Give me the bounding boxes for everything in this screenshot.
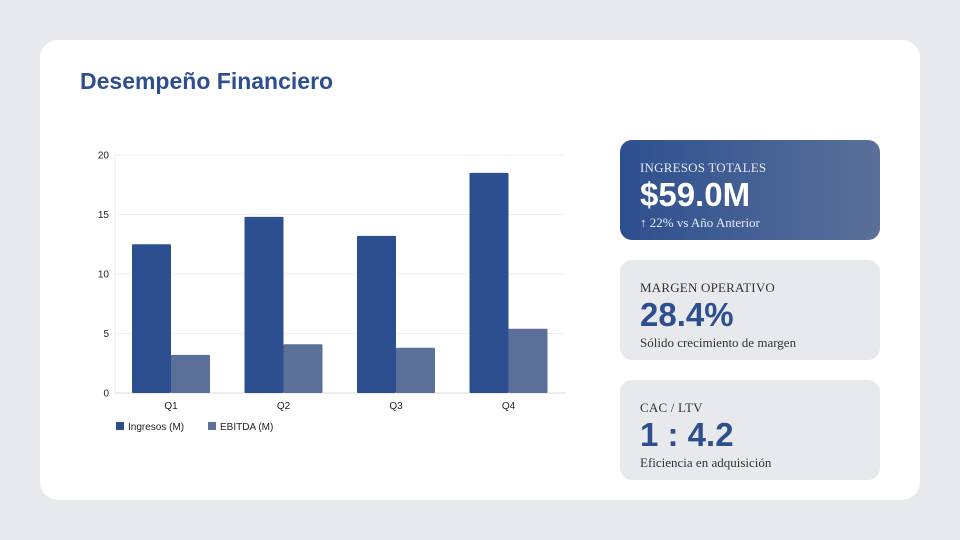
- page-title: Desempeño Financiero: [80, 68, 334, 94]
- y-tick-label: 10: [98, 270, 110, 281]
- kpi-subtext: Sólido crecimiento de margen: [640, 335, 797, 350]
- bar-ebitda-q1: [171, 354, 210, 393]
- dashboard-card: Desempeño Financiero 0 5 10 15 20 Q1 Q2 Q3 Q4 Ing…: [40, 40, 920, 500]
- y-tick-label: 0: [103, 389, 109, 400]
- bar-ebitda-q4: [508, 328, 548, 393]
- kpi-card-cac-ltv: CAC / LTV 1 : 4.2 Eficiencia en adquisic…: [620, 380, 880, 480]
- bar-chart: 0 5 10 15 20 Q1 Q2 Q3 Q4 Ingresos (M) EBITDA (M): [90, 140, 590, 450]
- kpi-label: MARGEN OPERATIVO: [640, 280, 776, 295]
- legend-label: Ingresos (M): [128, 422, 184, 433]
- kpi-label: INGRESOS TOTALES: [640, 160, 767, 175]
- x-tick-label: Q3: [389, 401, 403, 412]
- bar-ingresos-q4: [469, 172, 509, 393]
- kpi-subtext: Eficiencia en adquisición: [640, 455, 772, 470]
- bar-ebitda-q2: [283, 344, 323, 393]
- kpi-subtext: ↑ 22% vs Año Anterior: [640, 215, 760, 230]
- kpi-value: 1 : 4.2: [640, 416, 734, 453]
- legend-swatch: [116, 422, 124, 430]
- bar-ingresos-q1: [132, 244, 171, 393]
- y-tick-label: 5: [103, 329, 109, 340]
- x-tick-label: Q2: [277, 401, 291, 412]
- kpi-label: CAC / LTV: [640, 400, 703, 415]
- kpi-value: $59.0M: [640, 176, 751, 213]
- bar-ingresos-q3: [357, 235, 396, 393]
- legend-label: EBITDA (M): [220, 422, 273, 433]
- x-tick-label: Q1: [164, 401, 178, 412]
- kpi-card-ingresos: INGRESOS TOTALES $59.0M ↑ 22% vs Año Ant…: [620, 140, 880, 240]
- y-tick-label: 20: [98, 151, 110, 162]
- kpi-card-margen: MARGEN OPERATIVO 28.4% Sólido crecimient…: [620, 260, 880, 360]
- bar-ebitda-q3: [396, 347, 435, 393]
- y-tick-label: 15: [98, 210, 110, 221]
- bar-ingresos-q2: [244, 216, 284, 393]
- kpi-value: 28.4%: [640, 296, 734, 333]
- chart-svg: 0 5 10 15 20 Q1 Q2 Q3 Q4 Ingresos (M) EBITDA (M): [98, 151, 565, 433]
- x-tick-label: Q4: [502, 401, 516, 412]
- legend-swatch: [208, 422, 216, 430]
